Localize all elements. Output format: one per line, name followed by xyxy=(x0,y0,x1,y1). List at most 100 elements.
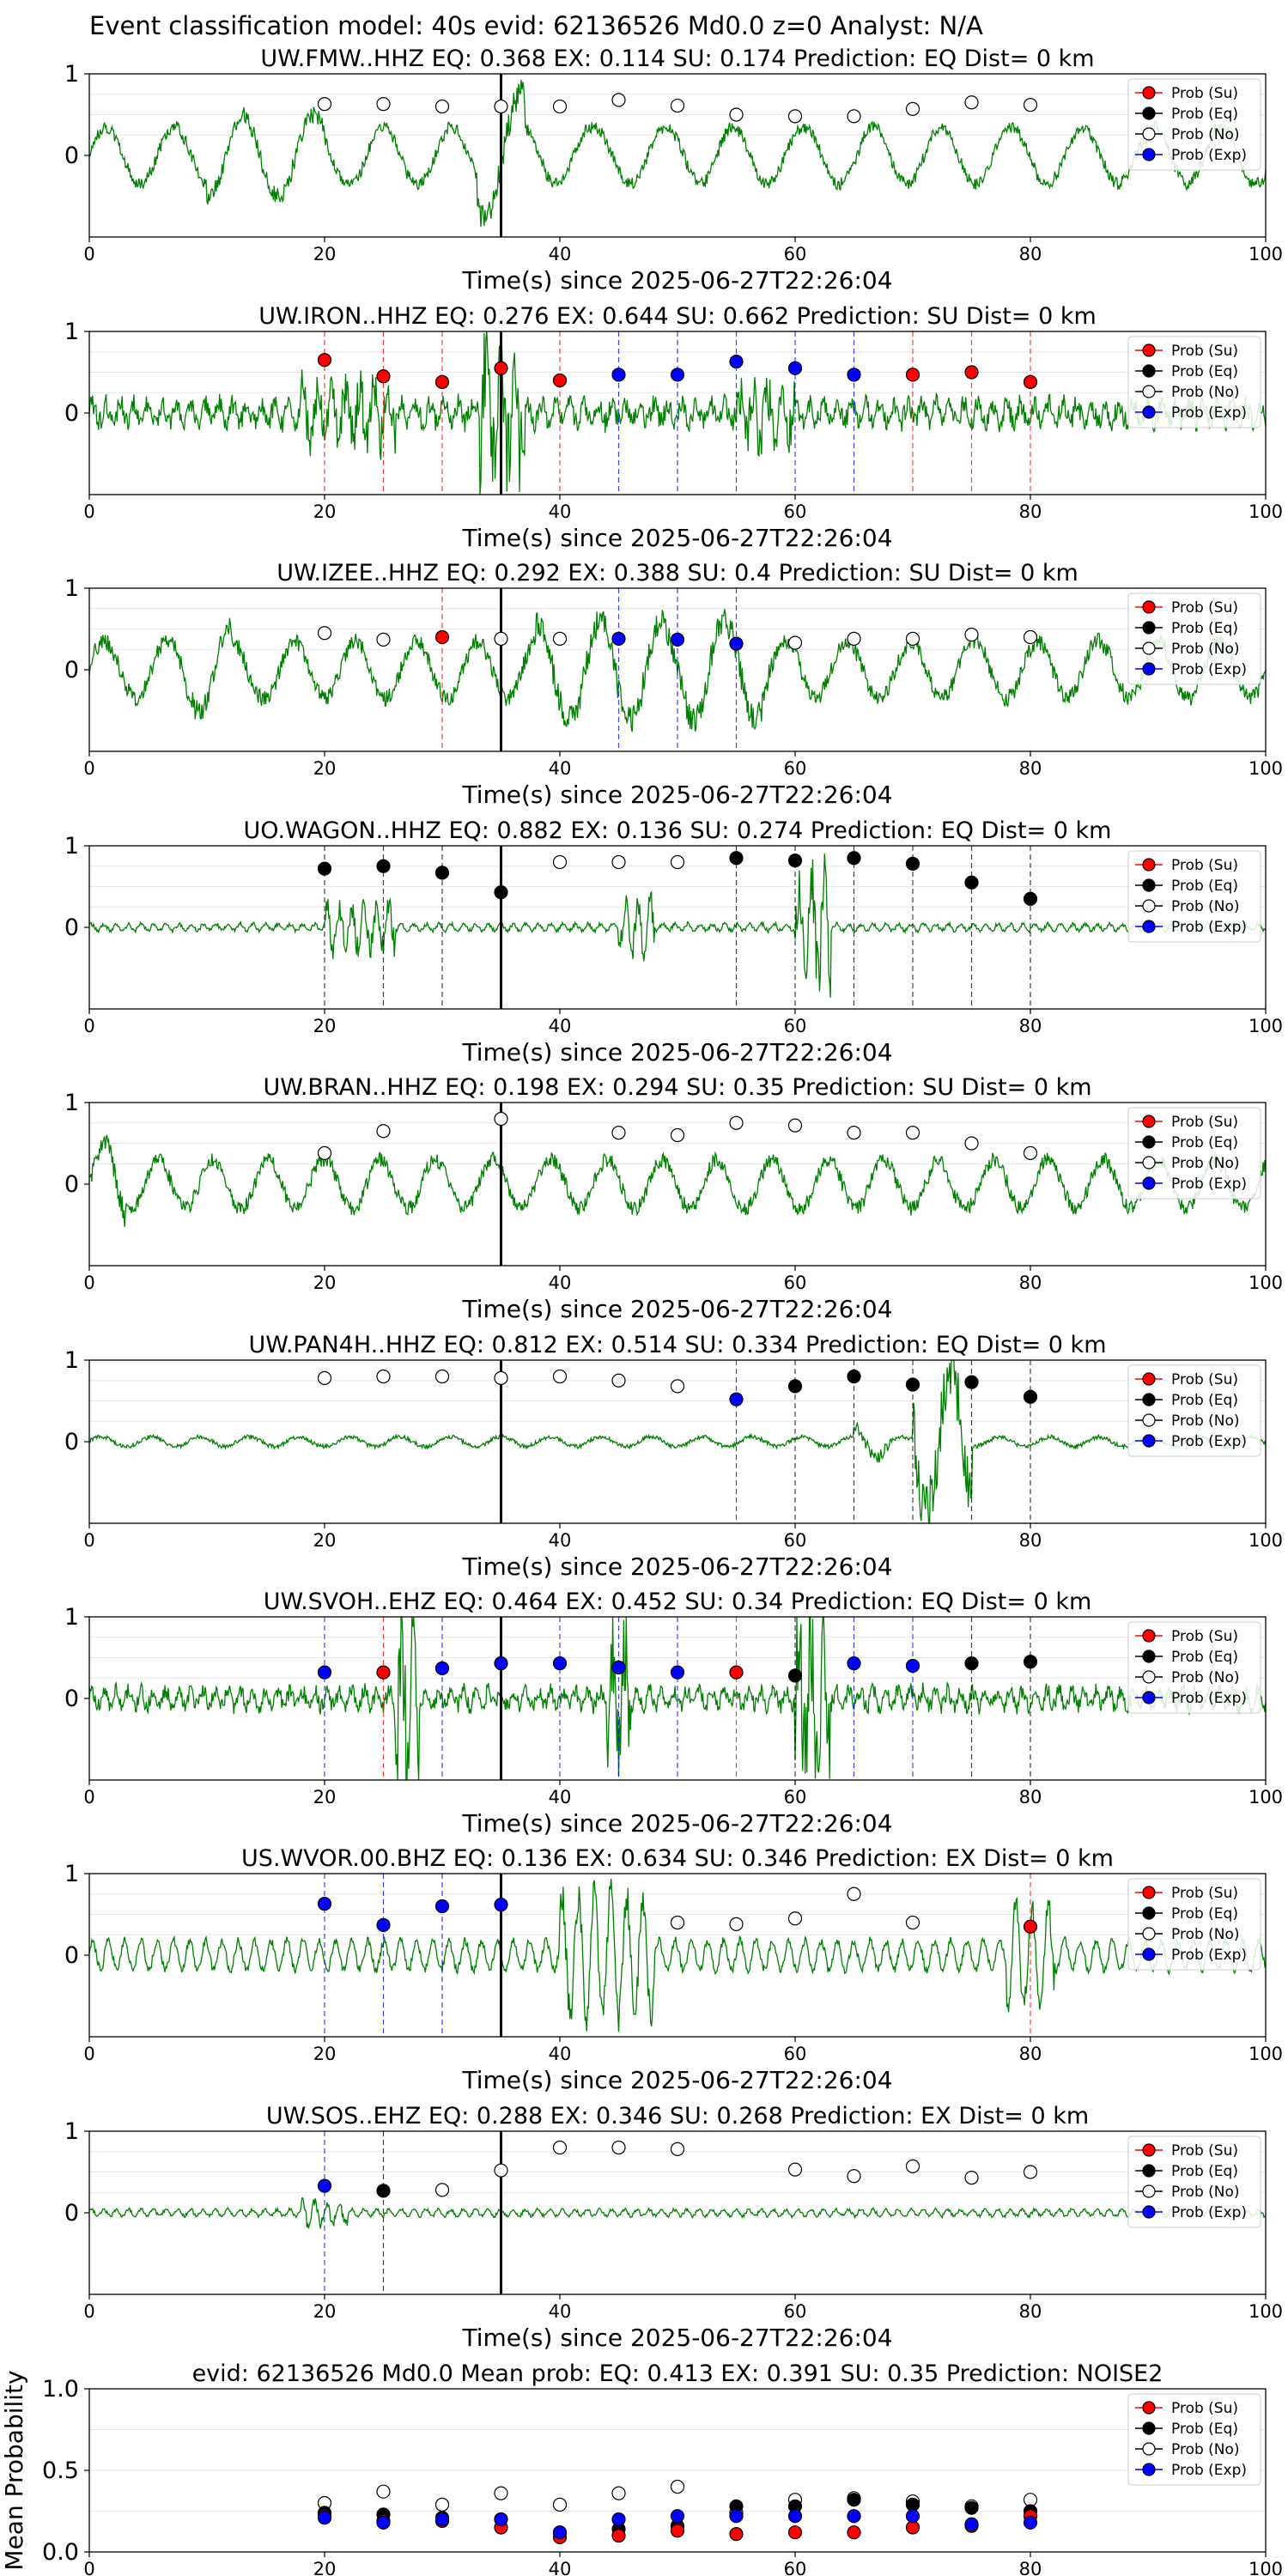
prob-point-eq xyxy=(1023,1389,1038,1404)
legend-label: Prob (No) xyxy=(1171,126,1240,143)
legend-marker-su xyxy=(1142,343,1156,357)
station-panel: evid: 62136526 Md0.0 Mean prob: EQ: 0.41… xyxy=(0,2360,1283,2576)
x-tick-label: 0 xyxy=(83,1787,94,1807)
legend-label: Prob (Su) xyxy=(1171,1114,1238,1131)
prob-point-no xyxy=(847,1126,861,1140)
prob-point-no xyxy=(1023,629,1038,645)
x-tick-label: 0 xyxy=(83,1530,94,1551)
legend: Prob (Su) Prob (Eq) Prob (No) Prob (Exp) xyxy=(1127,1364,1261,1457)
legend-label: Prob (Eq) xyxy=(1171,1649,1238,1666)
y-axis-label: Mean Probability xyxy=(0,2370,28,2570)
legend-box xyxy=(1127,592,1261,685)
panel-title: UW.SVOH..EHZ EQ: 0.464 EX: 0.452 SU: 0.3… xyxy=(264,1589,1092,1615)
prob-point-no xyxy=(552,631,568,647)
legend-marker-eq xyxy=(1142,1135,1156,1149)
y-tick-label: 1 xyxy=(64,1604,79,1631)
x-tick-label: 100 xyxy=(1249,1273,1283,1293)
x-tick-label: 60 xyxy=(784,1016,807,1036)
legend-marker-exp xyxy=(1142,405,1156,419)
x-axis-label: Time(s) since 2025-06-27T22:26:04 xyxy=(461,1809,892,1838)
prob-point-exp xyxy=(494,1898,508,1912)
prob-point-no xyxy=(376,2484,391,2499)
station-panel: UW.FMW..HHZ EQ: 0.368 EX: 0.114 SU: 0.17… xyxy=(64,46,1283,295)
prob-point-su xyxy=(905,368,920,382)
waveform-trace xyxy=(88,1134,1267,1227)
x-tick-label: 80 xyxy=(1019,501,1042,522)
x-tick-label: 40 xyxy=(549,1273,572,1293)
prob-point-no xyxy=(729,1917,744,1931)
legend: Prob (Su) Prob (Eq) Prob (No) Prob (Exp) xyxy=(1127,592,1261,685)
x-tick-label: 80 xyxy=(1019,2044,1042,2064)
prob-point-no xyxy=(494,631,508,647)
prob-point-eq xyxy=(847,2493,861,2507)
x-tick-label: 20 xyxy=(313,1787,337,1807)
legend-label: Prob (Exp) xyxy=(1171,1433,1247,1450)
panels-group: UW.FMW..HHZ EQ: 0.368 EX: 0.114 SU: 0.17… xyxy=(0,46,1283,2576)
panel-title: evid: 62136526 Md0.0 Mean prob: EQ: 0.41… xyxy=(192,2360,1163,2387)
legend: Prob (Su) Prob (Eq) Prob (No) Prob (Exp) xyxy=(1127,850,1261,943)
prob-point-no xyxy=(670,1379,685,1394)
x-tick-label: 80 xyxy=(1019,2559,1042,2576)
y-tick-label: 0 xyxy=(64,1686,79,1712)
prob-point-exp xyxy=(434,2512,450,2527)
legend-marker-exp xyxy=(1142,1176,1156,1190)
x-tick-label: 40 xyxy=(549,1530,572,1551)
legend-label: Prob (Eq) xyxy=(1171,106,1238,123)
panel-title: UW.IZEE..HHZ EQ: 0.292 EX: 0.388 SU: 0.4… xyxy=(276,560,1078,586)
prob-point-no xyxy=(847,631,861,647)
legend-label: Prob (No) xyxy=(1171,898,1240,915)
x-tick-label: 80 xyxy=(1019,1530,1042,1551)
legend-label: Prob (Su) xyxy=(1171,85,1238,102)
prob-point-no xyxy=(787,635,803,650)
y-tick-label: 1 xyxy=(64,2118,79,2145)
x-tick-label: 0 xyxy=(83,501,94,522)
prob-point-eq xyxy=(1023,1655,1038,1669)
panel-title: UW.SOS..EHZ EQ: 0.288 EX: 0.346 SU: 0.26… xyxy=(266,2103,1089,2129)
legend-label: Prob (Exp) xyxy=(1171,661,1247,678)
prob-point-eq xyxy=(1023,891,1038,906)
legend-label: Prob (Su) xyxy=(1171,1885,1238,1902)
legend-label: Prob (Exp) xyxy=(1171,2204,1247,2221)
prob-point-exp xyxy=(317,1897,332,1911)
prob-point-no xyxy=(494,99,508,114)
x-tick-label: 0 xyxy=(83,244,94,264)
prob-point-eq xyxy=(494,885,508,900)
legend: Prob (Su) Prob (Eq) Prob (No) Prob (Exp) xyxy=(1127,1878,1261,1971)
prob-point-eq xyxy=(905,856,920,872)
prob-point-no xyxy=(376,1369,391,1384)
prob-point-eq xyxy=(847,1369,861,1384)
x-axis-label: Time(s) since 2025-06-27T22:26:04 xyxy=(461,2066,892,2094)
prob-point-exp xyxy=(611,631,626,647)
legend-marker-su xyxy=(1142,1629,1156,1643)
prob-point-no xyxy=(494,1111,508,1127)
x-tick-label: 0 xyxy=(83,758,94,779)
legend-marker-su xyxy=(1142,600,1156,614)
x-tick-label: 20 xyxy=(313,1530,337,1551)
y-tick-label: 0.5 xyxy=(42,2458,79,2484)
panel-title: UW.FMW..HHZ EQ: 0.368 EX: 0.114 SU: 0.17… xyxy=(260,46,1094,72)
y-tick-label: 1.0 xyxy=(42,2376,79,2403)
y-tick-label: 0 xyxy=(64,400,79,427)
prob-point-no xyxy=(787,2162,803,2177)
y-tick-label: 0 xyxy=(64,1429,79,1455)
legend-label: Prob (Su) xyxy=(1171,1371,1238,1388)
prob-point-exp xyxy=(611,368,626,382)
legend-label: Prob (Exp) xyxy=(1171,1176,1247,1193)
prob-point-exp xyxy=(317,1665,332,1680)
prob-point-no xyxy=(729,107,744,122)
station-panel: UO.WAGON..HHZ EQ: 0.882 EX: 0.136 SU: 0.… xyxy=(64,817,1283,1066)
prob-point-no xyxy=(552,2140,568,2155)
legend-marker-eq xyxy=(1142,2421,1156,2435)
waveform-trace xyxy=(88,854,1267,998)
prob-point-no xyxy=(670,1127,685,1143)
legend-marker-exp xyxy=(1142,920,1156,933)
panel-title: UW.BRAN..HHZ EQ: 0.198 EX: 0.294 SU: 0.3… xyxy=(263,1074,1091,1101)
x-tick-label: 60 xyxy=(784,501,807,522)
prob-point-su xyxy=(1023,374,1038,389)
x-tick-label: 0 xyxy=(83,2044,94,2064)
legend-marker-eq xyxy=(1142,106,1156,120)
legend-label: Prob (Eq) xyxy=(1171,2163,1238,2180)
legend-marker-no xyxy=(1142,899,1156,913)
prob-point-no xyxy=(905,1915,920,1930)
legend-marker-no xyxy=(1142,127,1156,141)
